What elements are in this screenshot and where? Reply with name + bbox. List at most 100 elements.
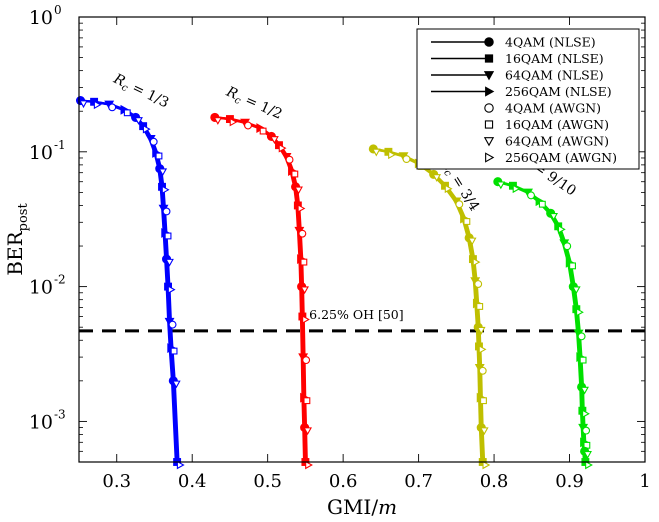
data-point-awgn xyxy=(538,200,546,208)
data-point-awgn xyxy=(229,117,238,127)
legend-marker xyxy=(484,120,494,129)
data-point-awgn xyxy=(298,229,307,238)
data-point-awgn xyxy=(162,207,171,216)
legend-marker xyxy=(484,103,494,113)
series-line xyxy=(81,99,180,463)
data-point-awgn xyxy=(388,150,396,160)
series-line xyxy=(496,180,586,463)
legend-marker xyxy=(483,71,495,81)
data-point-awgn xyxy=(476,303,484,310)
data-point-awgn xyxy=(303,427,312,436)
data-point-awgn xyxy=(285,155,294,164)
data-point-awgn xyxy=(478,366,487,375)
data-point-awgn xyxy=(300,286,309,295)
x-tick-label: 0.3 xyxy=(102,471,131,492)
x-tick-label: 0.6 xyxy=(329,471,358,492)
data-point-awgn xyxy=(474,280,483,288)
data-point-awgn xyxy=(580,386,589,395)
data-point-awgn xyxy=(563,242,572,251)
series-line xyxy=(80,99,179,463)
legend-item: 256QAM (NLSE) xyxy=(431,84,612,99)
legend-item: 64QAM (NLSE) xyxy=(431,68,604,83)
data-point-awgn xyxy=(79,100,88,109)
legend-label: 4QAM (NLSE) xyxy=(505,35,596,50)
legend-item: 16QAM (NLSE) xyxy=(431,51,604,66)
y-tick-label: 10 xyxy=(29,7,53,29)
data-point-awgn xyxy=(455,200,464,209)
y-tick-exponent: -2 xyxy=(54,273,66,287)
data-point-awgn xyxy=(463,218,471,225)
data-point-awgn xyxy=(259,127,267,135)
data-point-awgn xyxy=(549,212,559,221)
data-point-awgn xyxy=(176,460,185,470)
series-group-rc-1-2 xyxy=(210,112,313,470)
legend-marker xyxy=(483,137,495,147)
legend-item: 64QAM (AWGN) xyxy=(483,134,609,149)
legend-item: 16QAM (AWGN) xyxy=(484,117,609,132)
series-line xyxy=(497,180,586,463)
data-point-awgn xyxy=(478,345,487,354)
data-point-awgn xyxy=(571,286,581,295)
data-point-awgn xyxy=(527,191,535,200)
y-tick-label: 10 xyxy=(29,142,53,164)
data-point-awgn xyxy=(512,184,521,194)
data-point-awgn xyxy=(303,397,311,405)
data-point-awgn xyxy=(557,224,566,234)
legend-item: 4QAM (AWGN) xyxy=(484,101,601,116)
data-point-awgn xyxy=(402,155,411,164)
data-point-awgn xyxy=(165,258,174,267)
data-point-awgn xyxy=(371,148,381,157)
x-axis-label: GMI/m xyxy=(327,495,397,519)
data-point-awgn xyxy=(496,181,506,190)
data-point-awgn xyxy=(297,204,306,213)
data-point-awgn xyxy=(585,460,593,470)
data-point-awgn xyxy=(291,170,299,178)
y-tick-label: 10 xyxy=(29,277,53,299)
data-point-awgn xyxy=(482,460,491,470)
data-point-awgn xyxy=(302,315,310,324)
legend-label: 64QAM (AWGN) xyxy=(505,134,609,149)
x-tick-label: 1 xyxy=(639,471,650,492)
data-point-awgn xyxy=(158,168,168,177)
legend-marker xyxy=(485,86,495,97)
data-point-awgn xyxy=(278,143,287,153)
series-group-rc-1-3 xyxy=(75,96,185,470)
legend-item: 4QAM (NLSE) xyxy=(431,35,596,50)
data-point-awgn xyxy=(142,124,151,134)
plot-frame xyxy=(78,16,646,463)
data-point-awgn xyxy=(444,184,453,194)
legend-label: 64QAM (NLSE) xyxy=(505,68,604,83)
data-point-awgn xyxy=(302,356,311,365)
data-point-awgn xyxy=(294,186,303,195)
data-point-awgn xyxy=(213,117,223,125)
data-point-awgn xyxy=(167,285,176,294)
data-point-awgn xyxy=(582,426,591,435)
series-line xyxy=(498,180,587,463)
data-point-awgn xyxy=(161,185,170,195)
y-tick-exponent: 0 xyxy=(54,3,62,17)
data-point-awgn xyxy=(270,136,279,144)
legend-label: 4QAM (AWGN) xyxy=(505,101,601,116)
data-point-awgn xyxy=(168,320,177,329)
data-point-awgn xyxy=(576,307,584,317)
data-point-awgn xyxy=(479,427,489,436)
data-point-awgn xyxy=(171,380,181,389)
data-point-awgn xyxy=(244,121,252,130)
legend-label: 256QAM (AWGN) xyxy=(505,150,617,165)
legend-marker xyxy=(484,37,494,47)
data-point-awgn xyxy=(582,409,590,419)
x-tick-label: 0.4 xyxy=(178,471,207,492)
y-tick-label: 10 xyxy=(29,411,53,433)
data-point-awgn xyxy=(569,262,576,270)
data-point-awgn xyxy=(170,347,178,355)
data-point-awgn xyxy=(155,152,163,160)
data-point-awgn xyxy=(476,326,486,335)
data-point-awgn xyxy=(164,232,172,240)
data-point-awgn xyxy=(467,237,477,246)
data-point-awgn xyxy=(108,103,117,112)
y-axis-label: BERpost xyxy=(3,203,31,276)
legend-item: 256QAM (AWGN) xyxy=(485,150,617,165)
